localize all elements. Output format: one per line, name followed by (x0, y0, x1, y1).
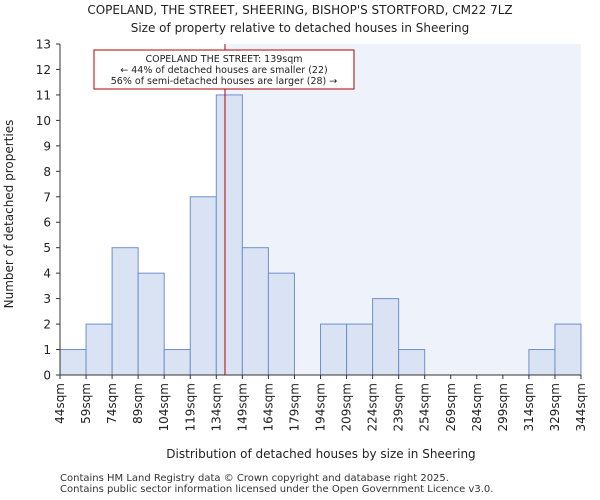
x-tick-label-224sqm: 224sqm (366, 383, 380, 431)
annotation-line1: COPELAND THE STREET: 139sqm (145, 54, 302, 65)
y-axis-label: Number of detached properties (2, 120, 16, 309)
bar-149sqm (241, 247, 269, 376)
y-tick-label-6: 6 (43, 216, 51, 230)
bar-119sqm (189, 196, 217, 376)
bar-224sqm (372, 298, 400, 376)
bar-44sqm (59, 349, 87, 376)
x-tick-label-164sqm: 164sqm (261, 383, 275, 431)
x-tick-label-254sqm: 254sqm (418, 383, 432, 431)
chart-subtitle: Size of property relative to detached ho… (131, 21, 470, 35)
x-tick-label-284sqm: 284sqm (470, 383, 484, 431)
x-tick-label-344sqm: 344sqm (574, 383, 588, 431)
x-tick-label-329sqm: 329sqm (548, 383, 562, 431)
chart-title: COPELAND, THE STREET, SHEERING, BISHOP'S… (87, 3, 512, 17)
y-tick-label-13: 13 (36, 38, 51, 52)
bar-104sqm (163, 349, 191, 376)
x-tick-label-179sqm: 179sqm (287, 383, 301, 431)
x-tick-label-119sqm: 119sqm (183, 383, 197, 431)
y-tick-label-2: 2 (43, 318, 51, 332)
x-tick-label-59sqm: 59sqm (79, 383, 93, 424)
bar-314sqm (528, 349, 556, 376)
y-tick-label-3: 3 (43, 292, 51, 306)
bar-209sqm (346, 323, 374, 376)
y-tick-label-9: 9 (43, 139, 51, 153)
x-tick-label-194sqm: 194sqm (314, 383, 328, 431)
annotation-border (93, 49, 355, 90)
x-tick-label-269sqm: 269sqm (444, 383, 458, 431)
footer-line2: Contains public sector information licen… (60, 484, 494, 495)
y-tick-label-8: 8 (43, 165, 51, 179)
bars-group (59, 94, 582, 376)
annotation-line3: 56% of semi-detached houses are larger (… (111, 76, 338, 87)
x-tick-label-74sqm: 74sqm (105, 383, 119, 424)
x-tick-label-44sqm: 44sqm (53, 383, 67, 424)
bar-194sqm (320, 323, 348, 376)
annotation-box: COPELAND THE STREET: 139sqm ← 44% of det… (93, 49, 355, 90)
x-tick-label-314sqm: 314sqm (522, 383, 536, 431)
bar-59sqm (85, 323, 113, 376)
x-tick-label-209sqm: 209sqm (340, 383, 354, 431)
y-tick-label-5: 5 (43, 241, 51, 255)
y-tick-label-12: 12 (36, 63, 51, 77)
x-axis-ticks: 44sqm 59sqm 74sqm 89sqm 104sqm 119sqm 134sqm 14… (53, 375, 588, 431)
bar-74sqm (111, 247, 139, 376)
bar-89sqm (137, 272, 165, 376)
bar-329sqm (554, 323, 582, 376)
x-tick-label-299sqm: 299sqm (496, 383, 510, 431)
x-tick-label-134sqm: 134sqm (209, 383, 223, 431)
y-tick-label-4: 4 (43, 267, 51, 281)
x-tick-label-149sqm: 149sqm (235, 383, 249, 431)
bar-164sqm (267, 272, 295, 376)
y-tick-label-11: 11 (36, 88, 51, 102)
x-axis-label: Distribution of detached houses by size … (166, 447, 475, 461)
x-tick-label-89sqm: 89sqm (131, 383, 145, 424)
y-tick-label-1: 1 (43, 343, 51, 357)
x-tick-label-239sqm: 239sqm (392, 383, 406, 431)
y-tick-label-7: 7 (43, 190, 51, 204)
annotation-line2: ← 44% of detached houses are smaller (22… (120, 65, 327, 76)
bar-134sqm (215, 94, 243, 376)
footer-line1: Contains HM Land Registry data © Crown c… (60, 473, 449, 484)
y-tick-label-0: 0 (43, 369, 51, 383)
y-tick-label-10: 10 (36, 114, 51, 128)
bar-239sqm (398, 349, 426, 376)
x-tick-label-104sqm: 104sqm (157, 383, 171, 431)
